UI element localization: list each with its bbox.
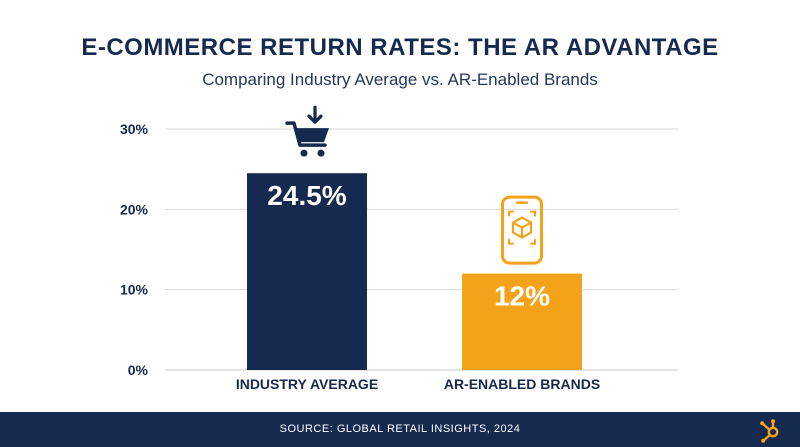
chart-title: E-COMMERCE RETURN RATES: THE AR ADVANTAG… — [81, 34, 719, 61]
data-label: 12% — [494, 281, 550, 312]
footer-bar: SOURCE: GLOBAL RETAIL INSIGHTS, 2024 — [0, 412, 800, 447]
y-tick-label: 30% — [120, 121, 149, 137]
bar-ar-enabled-brands — [462, 273, 582, 370]
bar-industry-average — [247, 173, 367, 370]
hubspot-sprocket-icon — [760, 419, 779, 443]
shopping-cart-download-icon — [285, 105, 329, 157]
y-tick-label: 0% — [128, 362, 149, 378]
source-note: SOURCE: GLOBAL RETAIL INSIGHTS, 2024 — [279, 423, 521, 435]
chart-subtitle: Comparing Industry Average vs. AR-Enable… — [202, 70, 598, 89]
y-tick-label: 10% — [120, 282, 149, 298]
data-label: 24.5% — [267, 180, 346, 211]
x-tick-label: INDUSTRY AVERAGE — [236, 376, 378, 392]
x-tick-label: AR-ENABLED BRANDS — [444, 376, 600, 392]
smartphone-ar-cube-icon — [501, 195, 543, 265]
y-tick-label: 20% — [120, 201, 149, 217]
bar-chart: 0% 10% 20% 30% 24.5% INDUSTRY AVERAGE 12% AR-EN… — [120, 105, 678, 392]
